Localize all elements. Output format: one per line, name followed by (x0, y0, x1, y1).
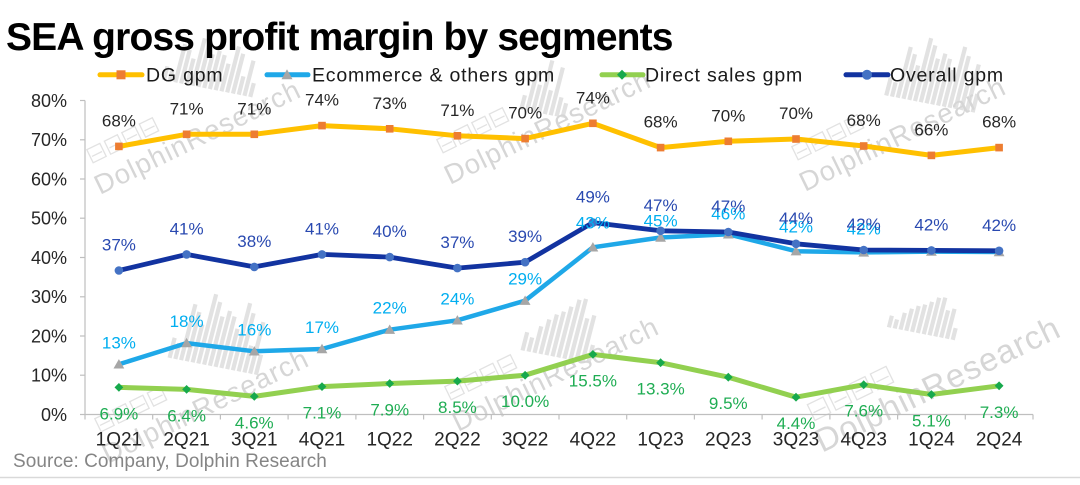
svg-text:42%: 42% (914, 215, 948, 234)
svg-text:2Q22: 2Q22 (434, 430, 480, 451)
svg-text:42%: 42% (847, 215, 881, 234)
svg-text:9.5%: 9.5% (709, 394, 748, 413)
svg-text:13%: 13% (102, 333, 136, 352)
svg-text:Source: Company, Dolphin Resea: Source: Company, Dolphin Research (13, 451, 327, 472)
svg-text:66%: 66% (914, 120, 948, 139)
svg-text:42%: 42% (982, 216, 1016, 235)
svg-text:4Q21: 4Q21 (299, 430, 345, 451)
svg-text:41%: 41% (170, 219, 204, 238)
svg-text:16%: 16% (237, 320, 271, 339)
svg-text:15.5%: 15.5% (569, 371, 617, 390)
svg-text:7.6%: 7.6% (844, 402, 883, 421)
svg-text:38%: 38% (237, 232, 271, 251)
svg-text:10.0%: 10.0% (501, 392, 549, 411)
svg-text:60%: 60% (31, 169, 67, 189)
svg-text:74%: 74% (576, 88, 610, 107)
svg-text:68%: 68% (102, 111, 136, 130)
svg-text:3Q22: 3Q22 (502, 430, 548, 451)
svg-text:70%: 70% (779, 104, 813, 123)
svg-text:SEA gross profit margin by seg: SEA gross profit margin by segments (6, 16, 673, 59)
svg-text:3Q21: 3Q21 (231, 430, 277, 451)
svg-text:Overall gpm: Overall gpm (890, 64, 1004, 86)
svg-text:2Q24: 2Q24 (976, 430, 1023, 451)
svg-text:42%: 42% (779, 218, 813, 237)
svg-text:44%: 44% (779, 209, 813, 228)
svg-text:70%: 70% (711, 106, 745, 125)
svg-text:2Q23: 2Q23 (705, 430, 751, 451)
svg-text:50%: 50% (31, 209, 67, 229)
svg-text:7.9%: 7.9% (370, 401, 409, 420)
svg-text:4.4%: 4.4% (777, 414, 816, 433)
svg-text:40%: 40% (31, 248, 67, 268)
svg-text:47%: 47% (644, 196, 678, 215)
svg-text:1Q22: 1Q22 (366, 430, 412, 451)
svg-text:74%: 74% (305, 91, 339, 110)
svg-text:80%: 80% (31, 91, 67, 111)
svg-text:8.5%: 8.5% (438, 398, 477, 417)
svg-text:7.3%: 7.3% (980, 403, 1019, 422)
svg-text:41%: 41% (305, 219, 339, 238)
svg-text:7.1%: 7.1% (303, 404, 342, 423)
svg-text:5.1%: 5.1% (912, 412, 951, 431)
svg-text:37%: 37% (102, 236, 136, 255)
svg-text:2Q21: 2Q21 (163, 430, 209, 451)
svg-text:68%: 68% (982, 113, 1016, 132)
svg-text:47%: 47% (711, 197, 745, 216)
svg-text:40%: 40% (373, 222, 407, 241)
svg-text:71%: 71% (440, 101, 474, 120)
svg-text:4Q22: 4Q22 (570, 430, 616, 451)
svg-text:39%: 39% (508, 227, 542, 246)
svg-text:71%: 71% (237, 99, 271, 118)
svg-text:6.4%: 6.4% (167, 406, 206, 425)
svg-text:3Q23: 3Q23 (773, 430, 819, 451)
svg-text:43%: 43% (576, 213, 610, 232)
svg-text:17%: 17% (305, 318, 339, 337)
svg-text:DG gpm: DG gpm (146, 64, 223, 86)
svg-text:70%: 70% (508, 104, 542, 123)
svg-text:13.3%: 13.3% (636, 380, 684, 399)
svg-text:22%: 22% (373, 299, 407, 318)
svg-text:6.9%: 6.9% (100, 404, 139, 423)
svg-text:4Q23: 4Q23 (840, 430, 886, 451)
svg-text:29%: 29% (508, 270, 542, 289)
svg-text:45%: 45% (644, 212, 678, 231)
svg-text:18%: 18% (170, 312, 204, 331)
svg-text:10%: 10% (31, 366, 67, 386)
svg-text:46%: 46% (711, 204, 745, 223)
svg-text:1Q23: 1Q23 (637, 430, 683, 451)
svg-text:70%: 70% (31, 130, 67, 150)
svg-text:Ecommerce & others gpm: Ecommerce & others gpm (312, 64, 555, 86)
svg-text:68%: 68% (644, 113, 678, 132)
svg-text:0%: 0% (41, 405, 67, 425)
svg-text:1Q24: 1Q24 (908, 430, 955, 451)
svg-text:Direct sales gpm: Direct sales gpm (645, 64, 803, 86)
svg-text:71%: 71% (170, 99, 204, 118)
svg-text:73%: 73% (373, 94, 407, 113)
svg-text:37%: 37% (440, 233, 474, 252)
svg-text:20%: 20% (31, 326, 67, 346)
svg-text:4.6%: 4.6% (235, 413, 274, 432)
svg-text:49%: 49% (576, 188, 610, 207)
svg-text:30%: 30% (31, 287, 67, 307)
svg-text:68%: 68% (847, 111, 881, 130)
svg-text:42%: 42% (847, 219, 881, 238)
svg-text:24%: 24% (440, 289, 474, 308)
svg-text:1Q21: 1Q21 (96, 430, 142, 451)
